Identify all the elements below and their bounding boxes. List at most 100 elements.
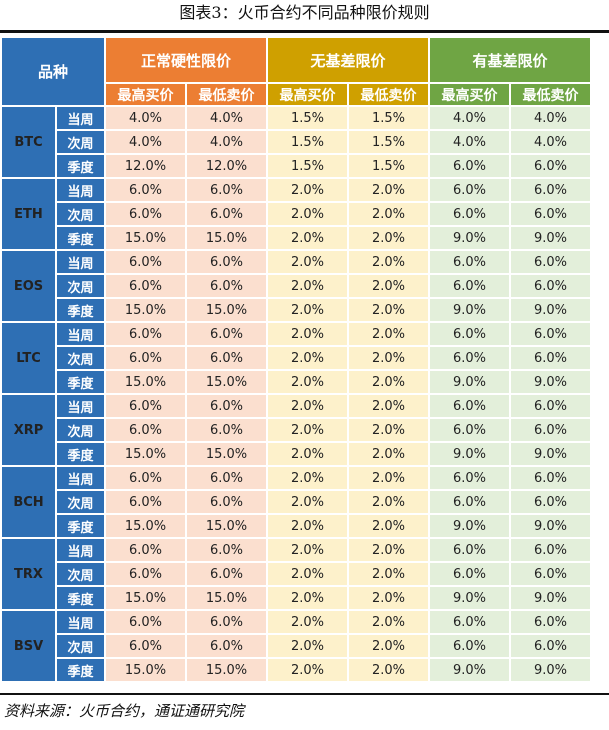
limit-value-cell: 15.0% bbox=[106, 659, 185, 681]
limit-value-cell: 9.0% bbox=[430, 371, 509, 393]
source-note: 资料来源：火币合约，通证通研究院 bbox=[4, 702, 245, 720]
limit-value-cell: 6.0% bbox=[430, 347, 509, 369]
period-label: 当周 bbox=[57, 539, 104, 561]
limit-value-cell: 2.0% bbox=[349, 635, 428, 657]
limit-value-cell: 15.0% bbox=[187, 371, 266, 393]
limit-value-cell: 6.0% bbox=[511, 539, 590, 561]
limit-value-cell: 2.0% bbox=[268, 203, 347, 225]
table-row: TRX 当周 6.0% 6.0% 2.0% 2.0% 6.0% 6.0% bbox=[2, 539, 590, 609]
table-row: BCH 当周 6.0% 6.0% 2.0% 2.0% 6.0% 6.0% bbox=[2, 467, 590, 537]
limit-value-cell: 6.0% bbox=[511, 155, 590, 177]
table-row: 次周 6.0% 6.0% 2.0% 2.0% 6.0% 6.0% bbox=[2, 275, 590, 297]
limit-value-cell: 6.0% bbox=[106, 395, 185, 417]
period-label: 季度 bbox=[57, 515, 104, 537]
period-label: 季度 bbox=[57, 659, 104, 681]
table-row: LTC 当周 6.0% 6.0% 2.0% 2.0% 6.0% 6.0% bbox=[2, 323, 590, 393]
limit-value-cell: 2.0% bbox=[268, 419, 347, 441]
limit-value-cell: 1.5% bbox=[268, 155, 347, 177]
period-label: 次周 bbox=[57, 491, 104, 513]
limit-value-cell: 9.0% bbox=[430, 299, 509, 321]
limit-value-cell: 15.0% bbox=[106, 443, 185, 465]
limit-value-cell: 2.0% bbox=[268, 227, 347, 249]
limit-value-cell: 9.0% bbox=[430, 587, 509, 609]
limit-value-cell: 15.0% bbox=[187, 587, 266, 609]
limit-value-cell: 6.0% bbox=[511, 491, 590, 513]
limit-value-cell: 2.0% bbox=[349, 443, 428, 465]
limit-value-cell: 2.0% bbox=[349, 395, 428, 417]
table-row: 季度 15.0% 15.0% 2.0% 2.0% 9.0% 9.0% bbox=[2, 299, 590, 321]
limit-value-cell: 6.0% bbox=[106, 275, 185, 297]
subheader-cell: 最高买价 bbox=[430, 84, 509, 105]
limit-value-cell: 1.5% bbox=[349, 107, 428, 129]
limit-value-cell: 1.5% bbox=[268, 131, 347, 153]
limit-value-cell: 6.0% bbox=[430, 251, 509, 273]
period-label: 季度 bbox=[57, 227, 104, 249]
limit-value-cell: 4.0% bbox=[511, 107, 590, 129]
table-body: BTC 当周 4.0% 4.0% 1.5% 1.5% 4.0% 4.0% 次周 4.0% 4.0% 1… bbox=[2, 107, 590, 681]
limit-value-cell: 2.0% bbox=[349, 515, 428, 537]
limit-value-cell: 9.0% bbox=[511, 443, 590, 465]
coin-label: BCH bbox=[2, 467, 55, 537]
limit-value-cell: 2.0% bbox=[349, 347, 428, 369]
period-label: 次周 bbox=[57, 347, 104, 369]
table-row: 季度 15.0% 15.0% 2.0% 2.0% 9.0% 9.0% bbox=[2, 587, 590, 609]
limit-value-cell: 2.0% bbox=[349, 491, 428, 513]
limit-value-cell: 2.0% bbox=[268, 611, 347, 633]
limit-value-cell: 2.0% bbox=[268, 371, 347, 393]
table-row: 次周 4.0% 4.0% 1.5% 1.5% 4.0% 4.0% bbox=[2, 131, 590, 153]
limit-value-cell: 6.0% bbox=[511, 395, 590, 417]
limit-value-cell: 9.0% bbox=[430, 227, 509, 249]
limit-value-cell: 12.0% bbox=[187, 155, 266, 177]
limit-value-cell: 6.0% bbox=[106, 611, 185, 633]
period-label: 次周 bbox=[57, 203, 104, 225]
limit-value-cell: 2.0% bbox=[268, 515, 347, 537]
subheader-cell: 最低卖价 bbox=[511, 84, 590, 105]
limit-value-cell: 6.0% bbox=[511, 611, 590, 633]
period-label: 当周 bbox=[57, 107, 104, 129]
limit-value-cell: 2.0% bbox=[349, 467, 428, 489]
table-row: 季度 15.0% 15.0% 2.0% 2.0% 9.0% 9.0% bbox=[2, 227, 590, 249]
limit-value-cell: 6.0% bbox=[511, 179, 590, 201]
table-row: 次周 6.0% 6.0% 2.0% 2.0% 6.0% 6.0% bbox=[2, 635, 590, 657]
table-row: 季度 15.0% 15.0% 2.0% 2.0% 9.0% 9.0% bbox=[2, 371, 590, 393]
limit-value-cell: 9.0% bbox=[511, 515, 590, 537]
limit-value-cell: 9.0% bbox=[430, 659, 509, 681]
limit-value-cell: 2.0% bbox=[268, 659, 347, 681]
group-header-row: 品种 正常硬性限价 无基差限价 有基差限价 bbox=[2, 38, 590, 105]
limit-value-cell: 6.0% bbox=[187, 395, 266, 417]
limit-value-cell: 6.0% bbox=[511, 635, 590, 657]
price-limit-table: 品种 正常硬性限价 无基差限价 有基差限价 最高买价 最低卖价 最高买价 最低卖… bbox=[0, 36, 592, 683]
period-label: 次周 bbox=[57, 563, 104, 585]
limit-value-cell: 6.0% bbox=[430, 611, 509, 633]
period-label: 季度 bbox=[57, 299, 104, 321]
table-row: 季度 15.0% 15.0% 2.0% 2.0% 9.0% 9.0% bbox=[2, 443, 590, 465]
limit-value-cell: 2.0% bbox=[349, 251, 428, 273]
limit-value-cell: 4.0% bbox=[187, 107, 266, 129]
limit-value-cell: 1.5% bbox=[268, 107, 347, 129]
limit-value-cell: 9.0% bbox=[511, 587, 590, 609]
coin-label: ETH bbox=[2, 179, 55, 249]
limit-value-cell: 4.0% bbox=[106, 107, 185, 129]
limit-value-cell: 9.0% bbox=[511, 659, 590, 681]
table-row: 季度 15.0% 15.0% 2.0% 2.0% 9.0% 9.0% bbox=[2, 659, 590, 681]
limit-value-cell: 6.0% bbox=[187, 323, 266, 345]
limit-value-cell: 15.0% bbox=[187, 659, 266, 681]
limit-value-cell: 2.0% bbox=[268, 635, 347, 657]
coin-label: EOS bbox=[2, 251, 55, 321]
limit-value-cell: 2.0% bbox=[268, 467, 347, 489]
limit-value-cell: 6.0% bbox=[187, 563, 266, 585]
period-label: 季度 bbox=[57, 587, 104, 609]
limit-value-cell: 6.0% bbox=[106, 323, 185, 345]
table-row: 季度 15.0% 15.0% 2.0% 2.0% 9.0% 9.0% bbox=[2, 515, 590, 537]
coin-label: BTC bbox=[2, 107, 55, 177]
limit-value-cell: 2.0% bbox=[349, 563, 428, 585]
limit-value-cell: 6.0% bbox=[511, 323, 590, 345]
limit-value-cell: 15.0% bbox=[187, 515, 266, 537]
coin-label: BSV bbox=[2, 611, 55, 681]
limit-value-cell: 6.0% bbox=[430, 491, 509, 513]
period-label: 季度 bbox=[57, 371, 104, 393]
period-label: 次周 bbox=[57, 635, 104, 657]
limit-value-cell: 9.0% bbox=[430, 515, 509, 537]
limit-value-cell: 6.0% bbox=[187, 419, 266, 441]
limit-value-cell: 15.0% bbox=[106, 371, 185, 393]
